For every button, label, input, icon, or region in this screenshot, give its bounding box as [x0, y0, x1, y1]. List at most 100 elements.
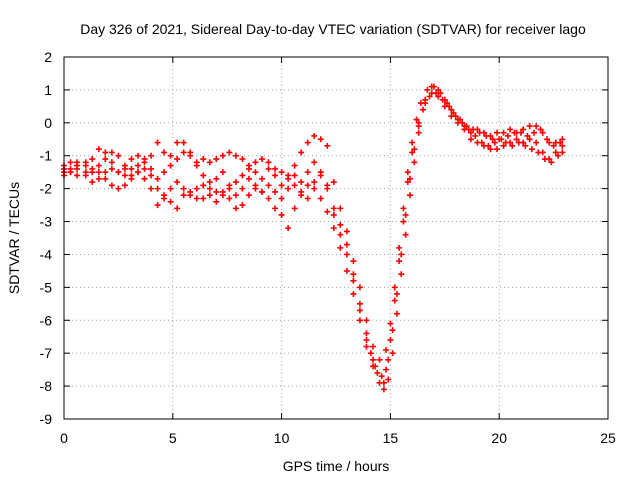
data-point: [148, 165, 155, 172]
data-point: [252, 169, 259, 176]
data-point: [304, 182, 311, 189]
data-point: [402, 231, 409, 238]
data-point: [148, 185, 155, 192]
data-point: [372, 363, 379, 370]
data-point: [398, 271, 405, 278]
data-point: [245, 165, 252, 172]
data-point: [154, 175, 161, 182]
data-point: [311, 185, 318, 192]
data-point: [128, 156, 135, 163]
data-point: [330, 179, 337, 186]
data-point: [435, 86, 442, 93]
data-point: [491, 139, 498, 146]
data-point: [480, 142, 487, 149]
data-point: [461, 123, 468, 130]
data-point: [363, 317, 370, 324]
data-point: [219, 192, 226, 199]
data-point: [265, 159, 272, 166]
data-point: [95, 162, 102, 169]
data-points: [61, 83, 566, 393]
data-point: [265, 165, 272, 172]
data-point: [400, 218, 407, 225]
data-point: [74, 165, 81, 172]
data-point: [304, 169, 311, 176]
y-tick-label: -6: [40, 312, 53, 328]
data-point: [311, 179, 318, 186]
data-point: [219, 152, 226, 159]
y-axis-label: SDTVAR / TECUs: [6, 182, 22, 294]
data-point: [213, 175, 220, 182]
data-point: [531, 129, 538, 136]
data-point: [115, 152, 122, 159]
data-point: [559, 149, 566, 156]
data-point: [102, 156, 109, 163]
data-point: [285, 185, 292, 192]
data-point: [193, 195, 200, 202]
data-point: [265, 195, 272, 202]
data-point: [200, 172, 207, 179]
data-point: [187, 149, 194, 156]
data-point: [154, 139, 161, 146]
data-point: [291, 205, 298, 212]
data-point: [278, 182, 285, 189]
data-point: [356, 317, 363, 324]
data-point: [406, 175, 413, 182]
data-point: [74, 172, 81, 179]
data-point: [161, 169, 168, 176]
data-point: [311, 132, 318, 139]
data-point: [115, 169, 122, 176]
y-tick-label: -2: [40, 181, 53, 197]
data-point: [193, 185, 200, 192]
data-point: [102, 169, 109, 176]
data-point: [467, 129, 474, 136]
data-point: [291, 162, 298, 169]
data-point: [409, 139, 416, 146]
data-point: [180, 149, 187, 156]
data-point: [363, 337, 370, 344]
data-point: [330, 225, 337, 232]
data-point: [95, 146, 102, 153]
data-point: [411, 146, 418, 153]
data-point: [369, 356, 376, 363]
data-point: [161, 195, 168, 202]
data-point: [213, 156, 220, 163]
data-point: [404, 169, 411, 176]
y-tick-label: -5: [40, 279, 53, 295]
data-point: [559, 136, 566, 143]
x-tick-label: 10: [274, 430, 290, 446]
data-point: [374, 369, 381, 376]
data-point: [546, 156, 553, 163]
data-point: [278, 195, 285, 202]
data-point: [200, 182, 207, 189]
data-point: [393, 290, 400, 297]
data-point: [259, 156, 266, 163]
data-point: [239, 156, 246, 163]
data-point: [180, 192, 187, 199]
data-point: [187, 192, 194, 199]
data-point: [507, 126, 514, 133]
data-point: [285, 175, 292, 182]
data-point: [500, 142, 507, 149]
data-point: [480, 129, 487, 136]
data-point: [509, 142, 516, 149]
data-point: [115, 185, 122, 192]
data-point: [343, 241, 350, 248]
data-point: [350, 290, 357, 297]
data-point: [396, 258, 403, 265]
data-point: [350, 271, 357, 278]
data-point: [504, 132, 511, 139]
data-point: [350, 258, 357, 265]
data-point: [385, 376, 392, 383]
data-point: [232, 192, 239, 199]
data-point: [167, 152, 174, 159]
data-point: [219, 169, 226, 176]
data-point: [554, 152, 561, 159]
data-point: [226, 149, 233, 156]
data-point: [174, 156, 181, 163]
data-point: [95, 169, 102, 176]
data-point: [252, 159, 259, 166]
data-point: [108, 182, 115, 189]
data-point: [278, 169, 285, 176]
